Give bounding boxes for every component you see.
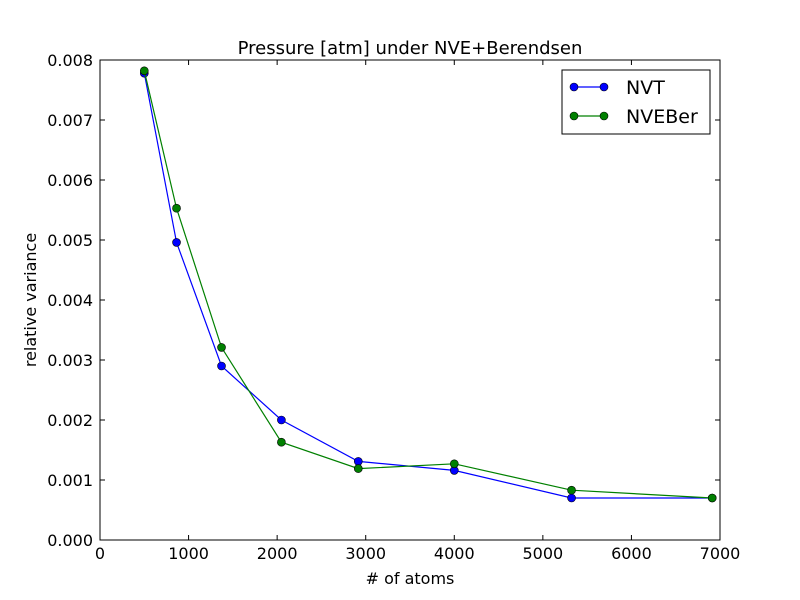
legend-label: NVEBer <box>626 106 698 128</box>
data-point <box>139 66 149 76</box>
data-point <box>172 203 181 213</box>
legend-label: NVT <box>626 77 665 99</box>
data-point <box>217 361 226 371</box>
data-point <box>277 437 286 447</box>
x-tick-label: 5000 <box>522 544 563 563</box>
data-point <box>277 415 286 425</box>
y-tick-label: 0.005 <box>47 231 93 250</box>
x-tick-label: 4000 <box>434 544 475 563</box>
y-axis-label: relative variance <box>21 233 40 367</box>
x-tick-label: 6000 <box>611 544 652 563</box>
chart-title: Pressure [atm] under NVE+Berendsen <box>238 38 583 59</box>
data-point <box>707 493 717 503</box>
data-point <box>449 459 459 469</box>
legend-item-nveber: NVEBer <box>569 106 698 128</box>
y-axis-ticks: 0.000 0.001 0.002 0.003 0.004 0.005 0.006 0.007… <box>47 51 720 550</box>
plot-frame <box>99 59 721 541</box>
x-tick-label: 0 <box>95 544 105 563</box>
legend-marker <box>599 111 609 121</box>
legend-marker <box>599 82 609 92</box>
y-tick-label: 0.007 <box>47 111 93 130</box>
x-tick-label: 2000 <box>257 544 298 563</box>
x-tick-label: 7000 <box>700 544 741 563</box>
y-tick-label: 0.008 <box>47 51 93 70</box>
y-tick-label: 0.000 <box>47 531 93 550</box>
legend: NVT NVEBer <box>561 69 711 135</box>
y-tick-label: 0.001 <box>47 471 93 490</box>
plot-background <box>100 60 720 540</box>
x-axis-ticks: 0 1000 2000 3000 4000 5000 6000 7000 <box>95 60 740 563</box>
legend-marker <box>569 82 579 92</box>
series-line <box>143 73 713 499</box>
legend-item-nvt: NVT <box>569 77 665 99</box>
series-nveber <box>139 66 717 503</box>
data-point <box>567 493 576 503</box>
series-line <box>143 70 713 499</box>
y-tick-label: 0.004 <box>47 291 93 310</box>
x-tick-label: 3000 <box>345 544 386 563</box>
data-point <box>217 343 226 352</box>
data-point <box>353 464 363 473</box>
legend-marker <box>569 111 579 121</box>
data-point <box>567 485 576 495</box>
x-axis-label: # of atoms <box>366 569 455 588</box>
y-tick-label: 0.006 <box>47 171 93 190</box>
data-point <box>353 457 363 466</box>
y-tick-label: 0.002 <box>47 411 93 430</box>
data-point <box>172 238 181 247</box>
legend-box <box>561 69 711 135</box>
series-layer <box>139 66 717 503</box>
x-tick-label: 1000 <box>168 544 209 563</box>
y-tick-label: 0.003 <box>47 351 93 370</box>
